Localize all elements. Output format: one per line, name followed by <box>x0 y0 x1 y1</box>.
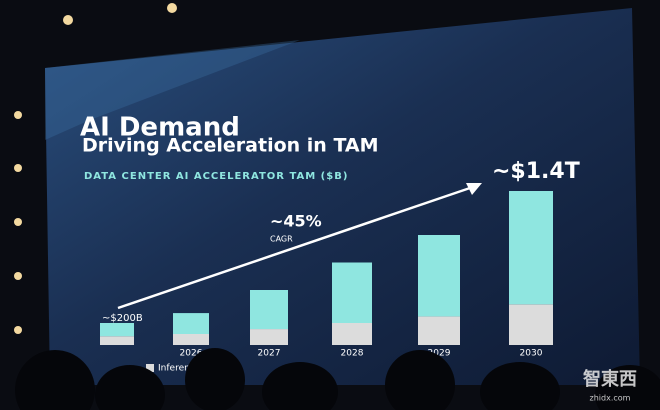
bar-segment <box>100 323 134 337</box>
bar-segment <box>509 191 553 305</box>
watermark: 智東西 <box>583 368 637 390</box>
x-tick-label: 2029 <box>428 349 451 359</box>
watermark-url: zhidx.com <box>590 394 631 403</box>
bar-segment <box>250 329 288 345</box>
bar-segment <box>173 334 209 345</box>
bar-segment <box>173 313 209 334</box>
stage-lights <box>14 3 177 334</box>
cagr-arrow <box>117 186 471 310</box>
title: AI Demand <box>80 113 240 143</box>
legend-label: Inference <box>158 364 201 374</box>
annotation: ~45% <box>270 212 322 231</box>
annotation: ~$1.4T <box>492 159 580 184</box>
x-tick-label: 2026 <box>180 349 203 359</box>
x-tick-label: 2027 <box>258 349 281 359</box>
slide <box>45 8 640 385</box>
bar-segment <box>250 290 288 330</box>
bar-segment <box>418 316 460 345</box>
bar-segment <box>332 262 372 323</box>
bar-segment <box>509 304 553 345</box>
bar-segment <box>332 323 372 345</box>
arrow-head <box>466 183 482 195</box>
legend-swatch <box>146 364 154 372</box>
annotation: ~$200B <box>102 313 143 324</box>
audience <box>15 348 660 410</box>
bar-segment <box>100 336 134 345</box>
x-tick-label: 2028 <box>341 349 364 359</box>
bar-segment <box>418 235 460 317</box>
subtitle: Driving Acceleration in TAM <box>82 135 379 157</box>
x-tick-label: 2030 <box>520 349 543 359</box>
axis-label: DATA CENTER AI ACCELERATOR TAM ($B) <box>84 171 348 182</box>
slide-glow <box>45 40 300 140</box>
annotation: CAGR <box>270 235 293 244</box>
